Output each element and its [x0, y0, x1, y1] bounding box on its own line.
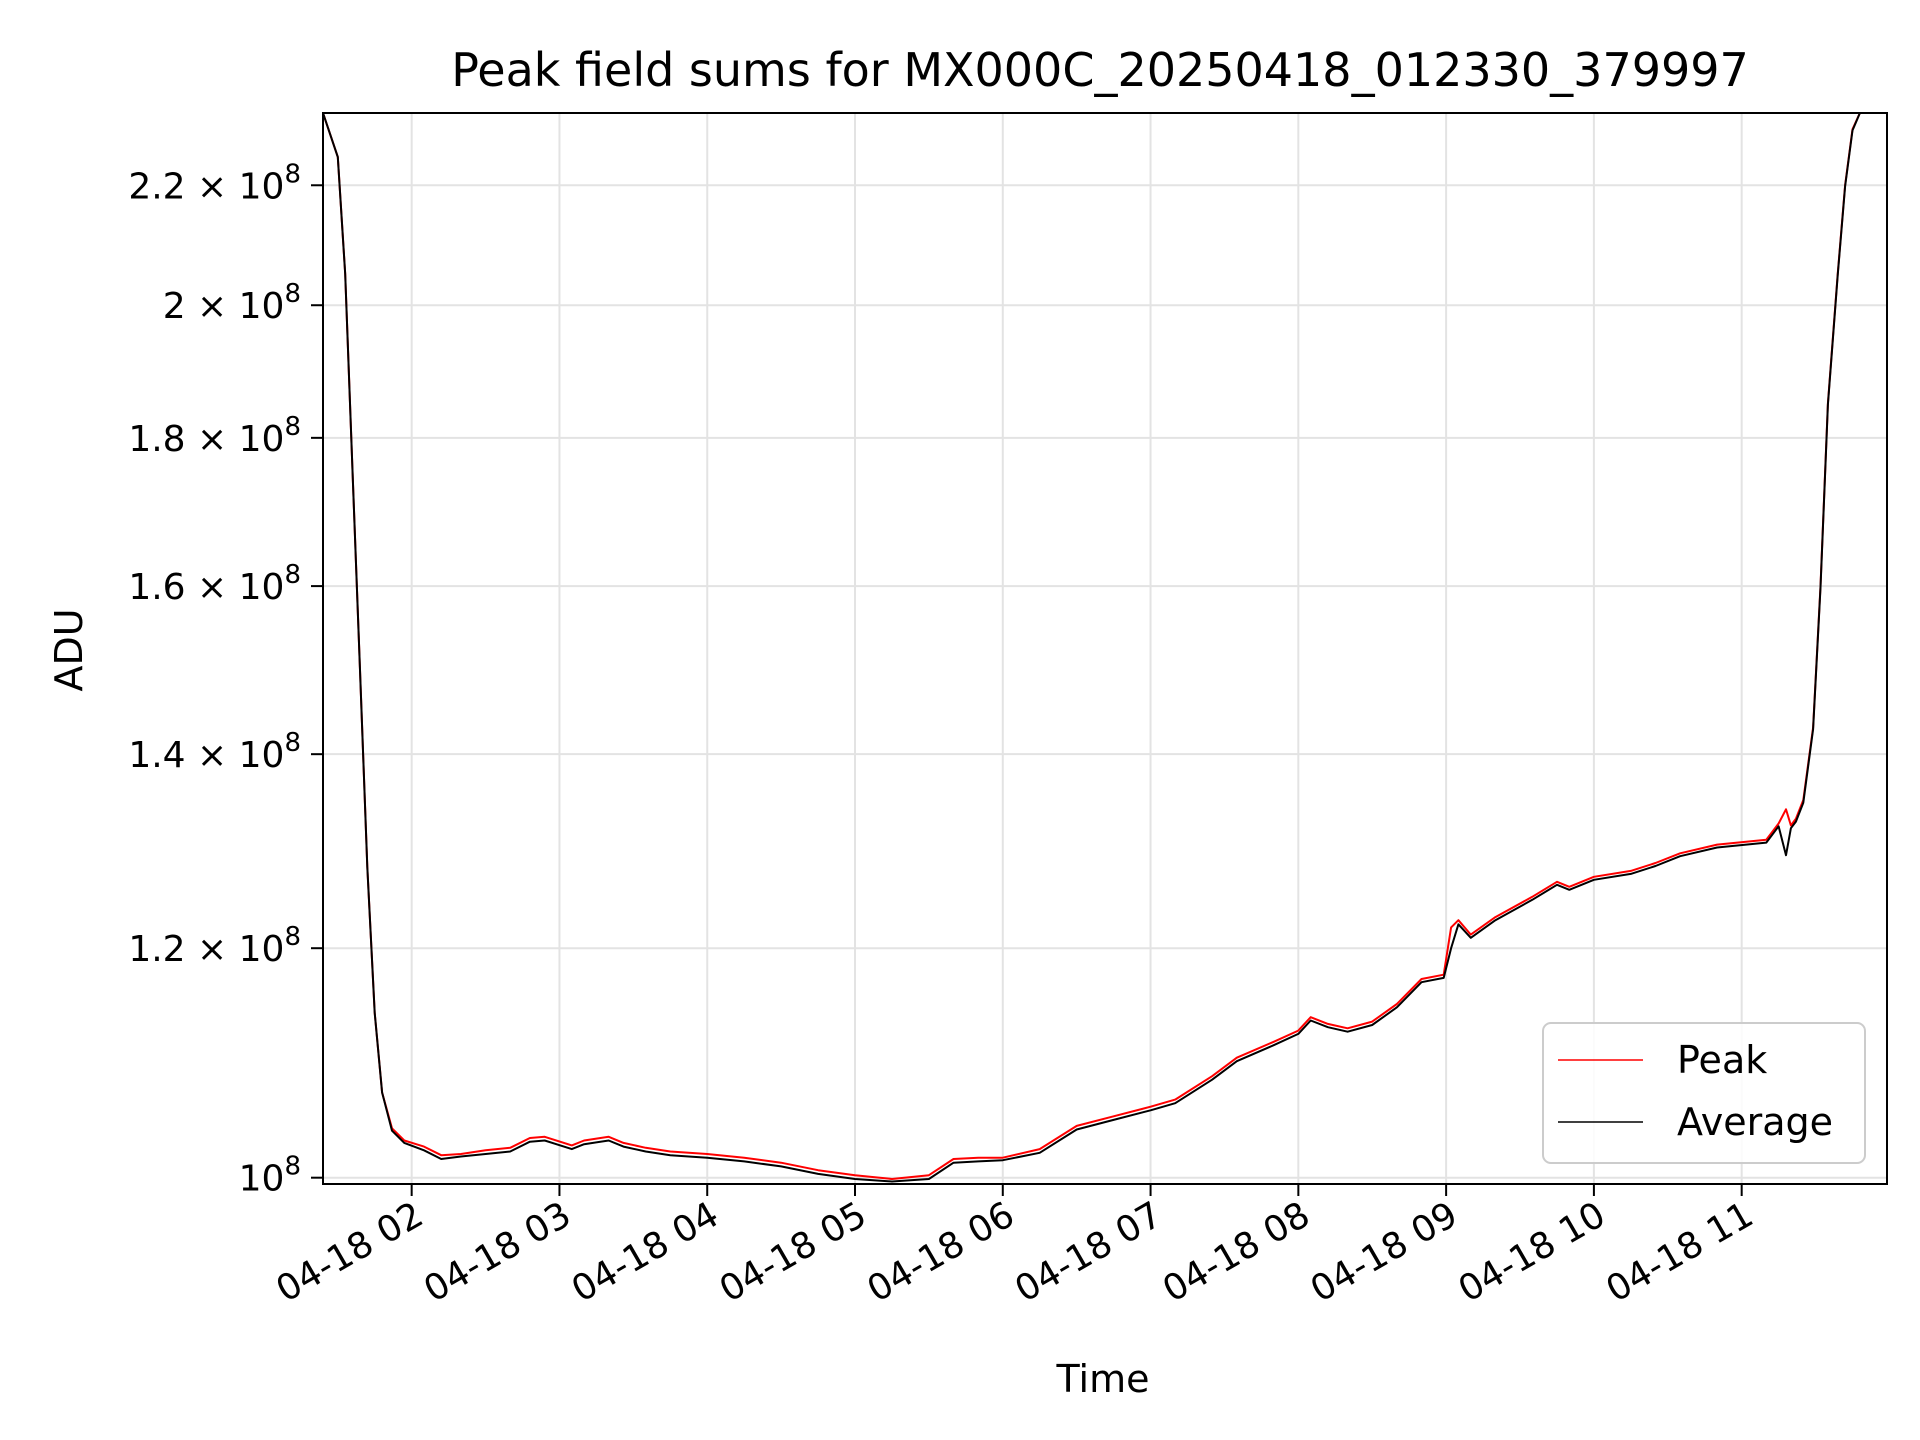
- y-axis-label: ADU: [47, 608, 91, 691]
- grid: [323, 113, 1887, 1184]
- legend-label-average: Average: [1677, 1100, 1833, 1144]
- x-tick-label: 04-18 08: [1156, 1194, 1317, 1310]
- x-tick-label: 04-18 04: [565, 1194, 726, 1310]
- y-tick-label: 2.2 × 108: [128, 159, 301, 207]
- x-tick-label: 04-18 09: [1304, 1194, 1465, 1310]
- chart-title: Peak field sums for MX000C_20250418_0123…: [451, 43, 1749, 97]
- plot-frame: [322, 112, 1888, 1185]
- y-tick-label: 2 × 108: [163, 279, 301, 327]
- series-line-average: [323, 113, 1887, 1183]
- legend-label-peak: Peak: [1677, 1038, 1767, 1082]
- x-tick-label: 04-18 11: [1600, 1194, 1761, 1310]
- y-tick-label: 1.2 × 108: [128, 922, 301, 970]
- y-tick-label: 1.8 × 108: [128, 412, 301, 460]
- y-tick-label: 1.4 × 108: [128, 728, 301, 776]
- x-tick-label: 04-18 06: [861, 1194, 1022, 1310]
- x-tick-label: 04-18 07: [1008, 1194, 1169, 1310]
- legend-frame: [1542, 1022, 1866, 1164]
- y-tick-label: 1.6 × 108: [128, 560, 301, 608]
- series-line-peak: [323, 113, 1887, 1180]
- x-axis-label: Time: [1056, 1357, 1150, 1401]
- x-tick-label: 04-18 03: [417, 1194, 578, 1310]
- series-layer: [323, 113, 1887, 1183]
- x-tick-label: 04-18 10: [1452, 1194, 1613, 1310]
- y-axis: 108 1.2 × 108 1.4 × 108 1.6 × 108 1.8 × 108 2…: [128, 159, 323, 1200]
- x-tick-label: 04-18 05: [713, 1194, 874, 1310]
- y-tick-label: 108: [239, 1152, 301, 1200]
- legend: Peak Average: [1542, 1022, 1866, 1164]
- x-tick-label: 04-18 02: [269, 1194, 430, 1310]
